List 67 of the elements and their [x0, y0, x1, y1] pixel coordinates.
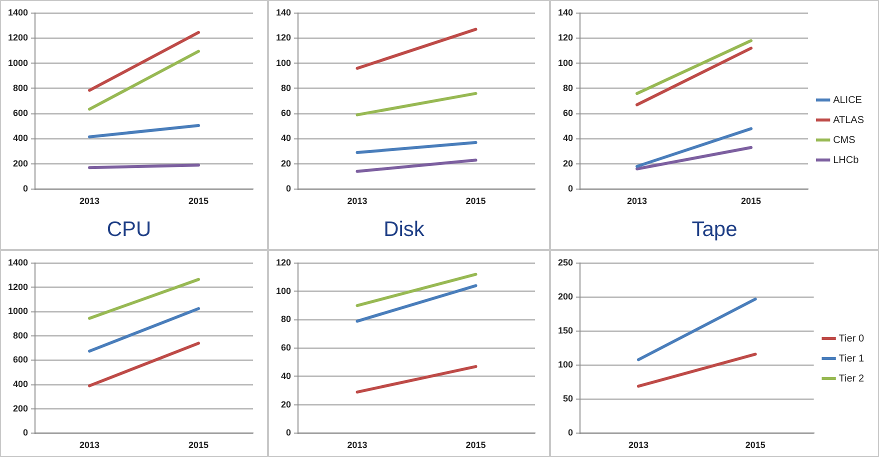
text: Disk: [384, 218, 425, 242]
y-tick-label: 80: [281, 314, 292, 324]
y-tick-label: 600: [12, 354, 28, 365]
x-tick-label: 2013: [347, 196, 368, 206]
y-tick-label: 20: [281, 158, 292, 168]
y-tick-label: 100: [276, 286, 292, 296]
legend-label: Tier 2: [838, 373, 864, 384]
legend-label: ALICE: [833, 94, 862, 106]
y-tick-label: 60: [563, 108, 574, 118]
y-tick-label: 100: [558, 58, 574, 68]
text: Tape: [692, 218, 738, 242]
x-tick-label: 2013: [80, 440, 100, 450]
y-tick-label: 50: [563, 394, 574, 404]
y-tick-label: 140: [276, 7, 292, 18]
y-tick-label: 100: [558, 360, 574, 370]
x-tick-label: 2015: [188, 440, 209, 450]
text: CPU: [106, 218, 152, 242]
legend-label: Tier 1: [838, 353, 864, 364]
x-tick-label: 2013: [80, 196, 100, 206]
y-tick-label: 60: [281, 108, 292, 118]
y-tick-label: 400: [12, 379, 28, 390]
y-tick-label: 200: [12, 158, 28, 168]
y-tick-label: 0: [23, 428, 28, 438]
y-tick-label: 800: [12, 82, 28, 93]
y-tick-label: 120: [558, 32, 574, 43]
legend-label: CMS: [833, 134, 856, 146]
y-tick-label: 0: [286, 183, 292, 194]
y-tick-label: 20: [563, 158, 574, 168]
y-tick-label: 0: [568, 428, 574, 438]
x-tick-label: 2015: [741, 196, 762, 206]
y-tick-label: 800: [12, 330, 28, 340]
y-tick-label: 40: [563, 133, 574, 144]
y-tick-label: 1400: [8, 257, 28, 268]
y-tick-label: 600: [12, 108, 28, 118]
legend-label: ATLAS: [833, 114, 864, 126]
y-tick-label: 150: [558, 326, 574, 336]
x-tick-label: 2015: [466, 196, 486, 206]
y-tick-label: 60: [281, 342, 292, 353]
y-tick-label: 40: [281, 133, 292, 144]
x-tick-label: 2013: [627, 196, 648, 206]
y-tick-label: 400: [12, 133, 28, 144]
legend-label: LHCb: [833, 154, 860, 166]
y-tick-label: 100: [276, 58, 292, 68]
y-tick-label: 80: [563, 82, 574, 93]
legend-label: Tier 0: [838, 333, 864, 344]
x-tick-label: 2015: [466, 440, 486, 450]
y-tick-label: 40: [281, 370, 292, 381]
y-tick-label: 140: [558, 7, 574, 18]
y-tick-label: 0: [23, 183, 28, 194]
y-tick-label: 120: [276, 32, 292, 43]
x-tick-label: 2015: [188, 196, 209, 206]
y-tick-label: 0: [286, 428, 292, 438]
x-tick-label: 2015: [745, 440, 766, 450]
x-tick-label: 2013: [628, 440, 648, 450]
y-tick-label: 1400: [8, 7, 28, 18]
y-tick-label: 200: [558, 292, 574, 302]
y-tick-label: 1000: [8, 306, 28, 316]
y-tick-label: 250: [558, 257, 574, 268]
y-tick-label: 200: [12, 403, 28, 414]
y-tick-label: 1000: [8, 58, 28, 68]
y-tick-label: 120: [276, 257, 292, 268]
x-tick-label: 2013: [347, 440, 368, 450]
y-tick-label: 1200: [8, 32, 28, 43]
y-tick-label: 80: [281, 82, 292, 93]
y-tick-label: 1200: [8, 282, 28, 292]
y-tick-label: 0: [568, 183, 574, 194]
y-tick-label: 20: [281, 399, 292, 410]
